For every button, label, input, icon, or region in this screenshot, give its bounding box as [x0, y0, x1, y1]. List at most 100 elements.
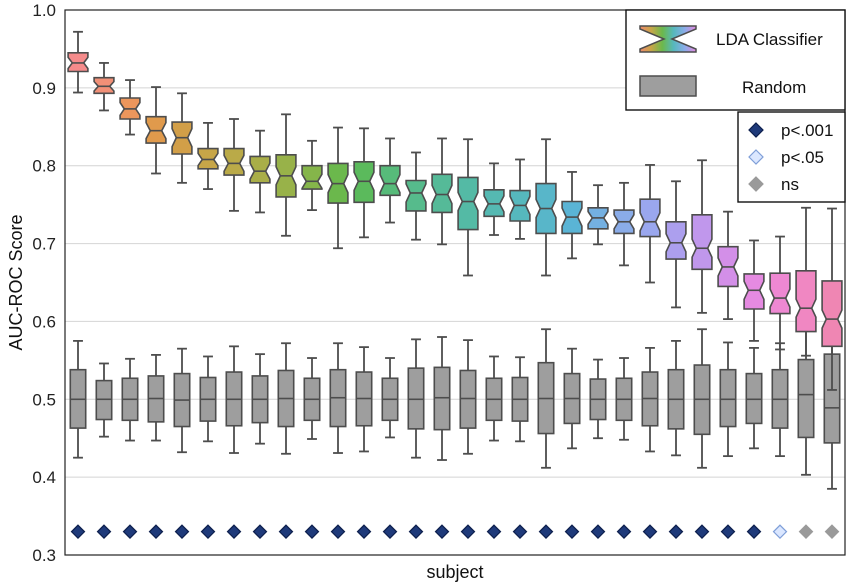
lda-box	[405, 151, 427, 241]
significance-marker	[96, 524, 112, 539]
box-body	[457, 176, 479, 231]
y-tick-label: 0.6	[32, 312, 56, 331]
random-box	[511, 356, 529, 443]
box-body	[795, 269, 817, 333]
legend-significance-marker	[748, 176, 764, 192]
lda-box	[171, 92, 193, 184]
significance-marker	[720, 524, 736, 539]
y-axis-label: AUC-ROC Score	[6, 214, 26, 350]
legend-significance-label: p<.001	[781, 121, 833, 140]
significance-marker	[564, 524, 580, 539]
y-tick-label: 0.9	[32, 79, 56, 98]
random-box	[329, 342, 347, 454]
legend-significance-marker	[748, 149, 764, 165]
significance-marker	[408, 524, 424, 539]
random-box	[537, 328, 555, 469]
legend: LDA Classifier Random p<.001 p<.05 ns	[625, 9, 846, 203]
box-body	[483, 189, 505, 218]
significance-marker	[772, 524, 788, 539]
lda-box	[275, 113, 297, 237]
lda-box	[223, 118, 245, 212]
random-box	[459, 339, 477, 455]
significance-marker	[70, 524, 86, 539]
box-body	[405, 179, 427, 212]
box-plots	[67, 30, 843, 490]
random-box	[173, 347, 191, 454]
random-box	[563, 347, 581, 450]
box-body	[821, 280, 843, 348]
random-box	[95, 362, 113, 438]
random-box	[615, 357, 633, 441]
x-axis-label: subject	[426, 562, 483, 582]
lda-box	[509, 158, 531, 240]
lda-box	[795, 206, 817, 357]
lda-box	[717, 210, 739, 320]
y-tick-label: 0.8	[32, 157, 56, 176]
significance-marker	[486, 524, 502, 539]
significance-marker	[538, 524, 554, 539]
box-body	[797, 358, 815, 439]
lda-box	[535, 138, 557, 277]
y-axis-ticks: 0.3 0.4 0.5 0.6 0.7 0.8 0.9 1.0	[32, 1, 56, 565]
significance-marker	[434, 524, 450, 539]
box-body	[665, 221, 687, 260]
legend-random-swatch	[639, 75, 697, 97]
lda-box	[769, 235, 791, 351]
random-box	[199, 355, 217, 443]
legend-significance-label: ns	[781, 175, 799, 194]
random-box	[121, 357, 139, 442]
random-box	[433, 336, 451, 461]
random-box	[225, 345, 243, 454]
significance-marker	[460, 524, 476, 539]
significance-marker	[694, 524, 710, 539]
random-box	[147, 354, 165, 442]
random-box	[277, 342, 295, 455]
lda-box	[197, 121, 219, 190]
random-box	[69, 339, 87, 459]
significance-marker	[824, 524, 840, 539]
lda-box	[587, 184, 609, 246]
box-body	[743, 273, 765, 310]
legend-random-label: Random	[742, 78, 806, 97]
lda-box	[691, 159, 713, 314]
random-box	[407, 338, 425, 459]
random-box	[771, 342, 789, 458]
significance-marker	[148, 524, 164, 539]
significance-marker	[226, 524, 242, 539]
lda-box	[665, 180, 687, 309]
lda-box	[145, 86, 167, 175]
significance-marker	[616, 524, 632, 539]
random-box	[589, 358, 607, 440]
significance-marker	[746, 524, 762, 539]
significance-marker	[798, 524, 814, 539]
box-body	[639, 198, 661, 238]
y-tick-label: 1.0	[32, 1, 56, 20]
lda-box	[93, 62, 115, 112]
legend-significance-marker	[748, 122, 764, 138]
lda-box	[67, 30, 89, 94]
significance-marker	[330, 524, 346, 539]
lda-box	[327, 126, 349, 250]
significance-marker	[200, 524, 216, 539]
legend-lda-swatch	[639, 25, 697, 53]
lda-box	[431, 137, 453, 246]
lda-box	[301, 139, 323, 211]
significance-marker	[252, 524, 268, 539]
lda-box	[821, 207, 843, 391]
random-box	[251, 353, 269, 445]
y-tick-label: 0.5	[32, 390, 56, 409]
significance-marker	[122, 524, 138, 539]
lda-box	[119, 79, 141, 136]
random-box	[381, 357, 399, 439]
plot-frame	[64, 9, 846, 556]
lda-box	[613, 181, 635, 267]
lda-box	[483, 162, 505, 236]
y-tick-label: 0.7	[32, 235, 56, 254]
box-body	[223, 147, 245, 176]
random-box	[303, 357, 321, 440]
significance-marker	[668, 524, 684, 539]
random-box	[641, 346, 659, 453]
significance-marker	[512, 524, 528, 539]
significance-marker	[590, 524, 606, 539]
